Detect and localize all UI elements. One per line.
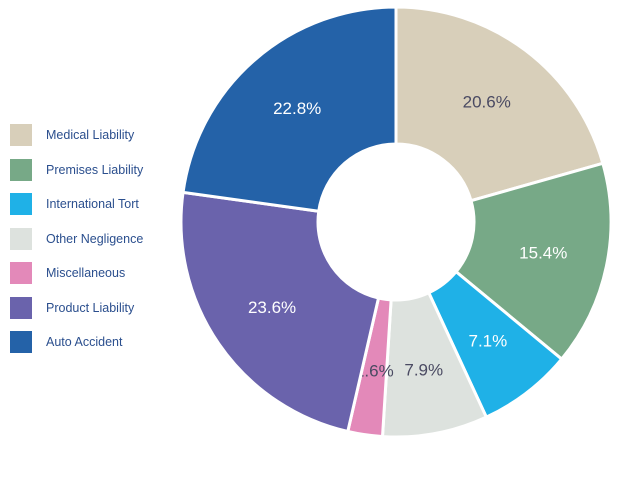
slice-medical-liability	[394, 5, 605, 203]
data-label-auto-accident: 22.8%	[273, 99, 321, 118]
legend-item-other-negligence: Other Negligence	[10, 227, 143, 251]
legend-label: Miscellaneous	[46, 266, 126, 280]
legend-item-medical-liability: Medical Liability	[10, 123, 134, 147]
legend-label: Product Liability	[46, 300, 135, 315]
data-label-miscellaneous: 2.6%	[355, 361, 394, 380]
legend-label: International Tort	[46, 197, 139, 211]
slice-premises-liability	[453, 161, 613, 362]
legend-item-premises-liability: Premises Liability	[10, 158, 143, 182]
data-label-premises-liability: 15.4%	[519, 243, 567, 262]
legend-label: Premises Liability	[46, 162, 144, 177]
data-label-international-tort: 7.1%	[468, 332, 507, 351]
legend-item-international-tort: International Tort	[10, 192, 139, 216]
legend-swatch	[10, 262, 32, 284]
legend-swatch	[10, 193, 32, 215]
legend-swatch	[10, 158, 32, 181]
legend-label: Auto Accident	[46, 335, 123, 349]
legend-swatch	[10, 296, 32, 319]
legend-swatch	[10, 331, 32, 353]
slice-auto-accident	[181, 5, 398, 213]
slice-product-liability	[179, 190, 381, 434]
legend-item-product-liability: Product Liability	[10, 296, 134, 320]
data-label-product-liability: 23.6%	[248, 298, 296, 317]
legend-swatch	[10, 124, 32, 146]
legend-item-miscellaneous: Miscellaneous	[10, 261, 125, 285]
legend-label: Other Negligence	[46, 231, 144, 246]
data-label-medical-liability: 20.6%	[463, 92, 511, 111]
data-label-other-negligence: 7.9%	[404, 360, 443, 379]
legend-item-auto-accident: Auto Accident	[10, 330, 122, 354]
legend-label: Medical Liability	[46, 128, 135, 142]
legend-swatch	[10, 227, 32, 250]
